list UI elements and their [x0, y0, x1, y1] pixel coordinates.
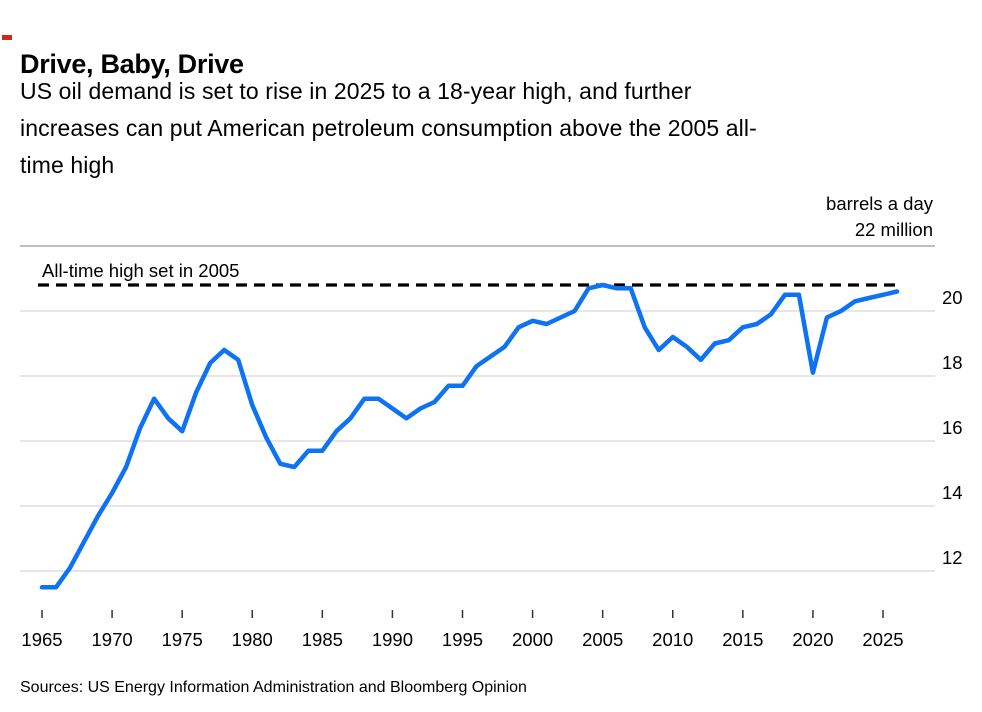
y-axis-label: 18 [942, 352, 963, 373]
demand-line [39, 282, 900, 590]
demand-line-chart: barrels a day 22 million 20 18 16 14 12 1965 197… [20, 193, 963, 650]
y-axis-label: 16 [942, 417, 963, 438]
page-title: Drive, Baby, Drive [20, 49, 244, 80]
x-axis-label: 2020 [792, 629, 833, 650]
unit-label: barrels a day [826, 193, 934, 214]
annotation-label: All-time high set in 2005 [42, 260, 239, 281]
y-axis-label: 14 [942, 482, 963, 503]
x-axis-label: 2010 [652, 629, 693, 650]
unit-label: 22 million [855, 219, 933, 240]
x-axis-label: 1970 [92, 629, 133, 650]
x-axis-label: 2025 [862, 629, 903, 650]
sources-note: Sources: US Energy Information Administr… [20, 679, 527, 696]
x-axis-label: 1995 [442, 629, 483, 650]
x-axis-label: 1990 [372, 629, 413, 650]
subtitle-line: increases can put American petroleum con… [20, 115, 757, 141]
x-axis-label: 1985 [302, 629, 343, 650]
x-axis-label: 1965 [21, 629, 62, 650]
accent-dash-icon [2, 35, 12, 40]
subtitle-line: US oil demand is set to rise in 2025 to … [20, 78, 692, 104]
x-axis-label: 2000 [512, 629, 553, 650]
y-axis-label: 20 [942, 287, 963, 308]
y-axis-label: 12 [942, 547, 963, 568]
x-axis-label: 2015 [722, 629, 763, 650]
x-axis-label: 2005 [582, 629, 623, 650]
x-axis-label: 1975 [162, 629, 203, 650]
subtitle-line: time high [20, 152, 115, 178]
page-subtitle: US oil demand is set to rise in 2025 to … [20, 73, 757, 184]
x-axis-label: 1980 [232, 629, 273, 650]
